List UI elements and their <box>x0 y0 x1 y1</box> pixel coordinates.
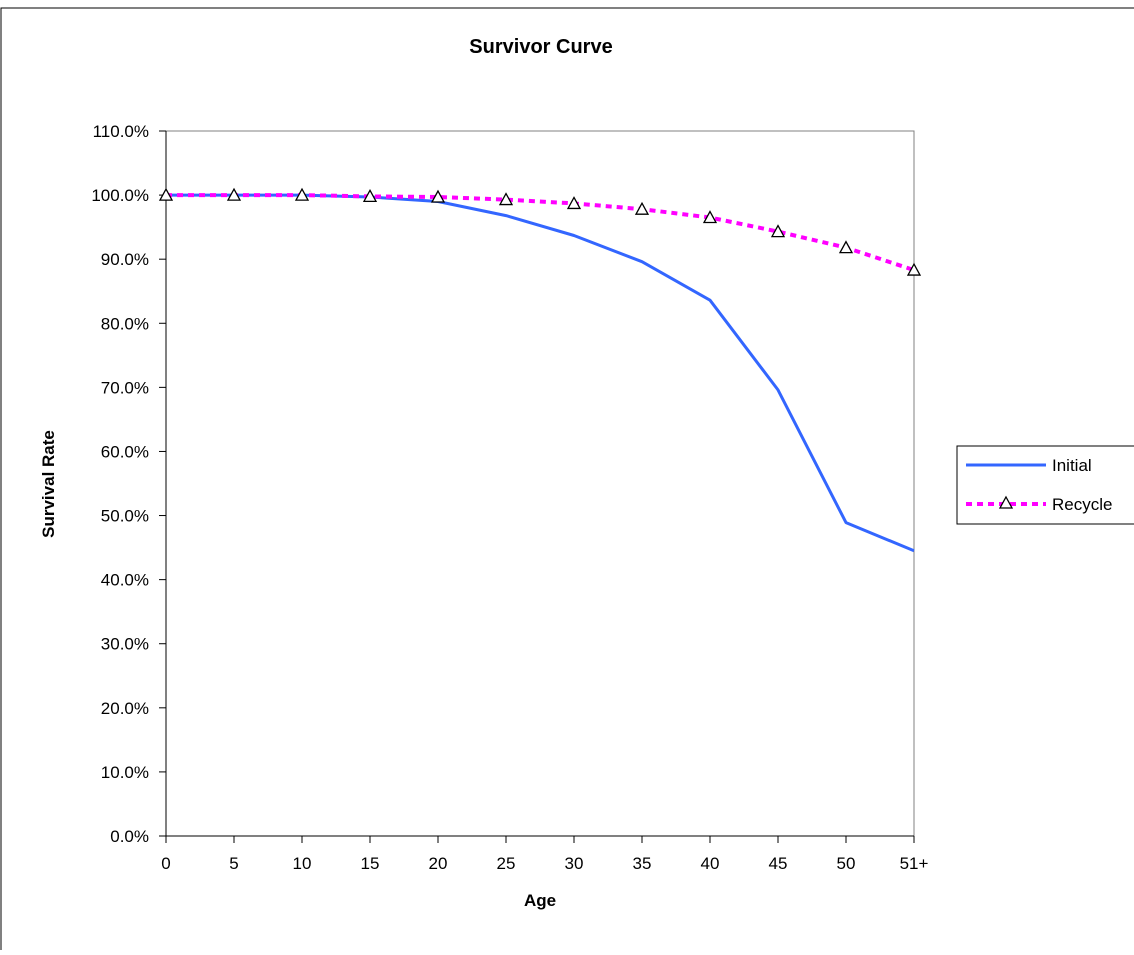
legend: Initial Recycle <box>956 445 1134 525</box>
legend-initial-label: Initial <box>1052 456 1092 475</box>
x-tick-label: 0 <box>161 854 170 873</box>
data-point-recycle <box>430 189 446 203</box>
legend-recycle-marker <box>998 495 1014 509</box>
data-point-recycle <box>294 187 310 201</box>
x-tick-label: 30 <box>565 854 584 873</box>
data-point-recycle <box>906 262 922 276</box>
legend-recycle-label: Recycle <box>1052 495 1112 514</box>
y-tick-label: 50.0% <box>101 507 149 526</box>
x-tick-label: 10 <box>293 854 312 873</box>
data-point-recycle <box>226 187 242 201</box>
y-tick-label: 30.0% <box>101 635 149 654</box>
x-tick-label: 15 <box>361 854 380 873</box>
data-point-recycle <box>634 201 650 215</box>
data-point-recycle <box>158 187 174 201</box>
y-tick-label: 60.0% <box>101 442 149 461</box>
data-point-recycle <box>498 192 514 206</box>
data-point-recycle <box>770 224 786 238</box>
y-tick-label: 80.0% <box>101 314 149 333</box>
x-tick-label: 45 <box>769 854 788 873</box>
data-point-recycle <box>838 240 854 254</box>
y-tick-label: 100.0% <box>91 186 149 205</box>
y-tick-label: 110.0% <box>93 122 149 141</box>
x-axis-title: Age <box>524 891 556 910</box>
legend-box <box>956 445 1134 525</box>
data-point-recycle <box>566 196 582 210</box>
x-tick-label: 35 <box>633 854 652 873</box>
y-tick-label: 70.0% <box>101 378 149 397</box>
y-tick-label: 90.0% <box>101 250 149 269</box>
y-axis: 0.0% 10.0% 20.0% 30.0% 40.0% 50.0% 60.0% 70.0% 8… <box>91 122 167 846</box>
plot-area <box>165 130 915 837</box>
y-tick-label: 10.0% <box>101 763 149 782</box>
x-tick-label: 40 <box>701 854 720 873</box>
y-tick-label: 40.0% <box>101 571 149 590</box>
data-point-recycle <box>362 189 378 203</box>
series-layer <box>158 187 922 553</box>
x-axis: 0 5 10 15 20 25 30 35 40 45 50 51+ <box>161 835 929 873</box>
y-tick-label: 0.0% <box>110 827 149 846</box>
data-point-recycle <box>702 210 718 224</box>
chart-title: Survivor Curve <box>469 36 612 58</box>
x-tick-label: 20 <box>429 854 448 873</box>
series-line-recycle <box>166 193 915 272</box>
x-tick-label: 51+ <box>900 854 929 873</box>
x-tick-label: 25 <box>497 854 516 873</box>
x-tick-label: 5 <box>229 854 238 873</box>
x-tick-label: 50 <box>837 854 856 873</box>
y-tick-label: 20.0% <box>101 699 149 718</box>
y-axis-title: Survival Rate <box>39 430 58 538</box>
